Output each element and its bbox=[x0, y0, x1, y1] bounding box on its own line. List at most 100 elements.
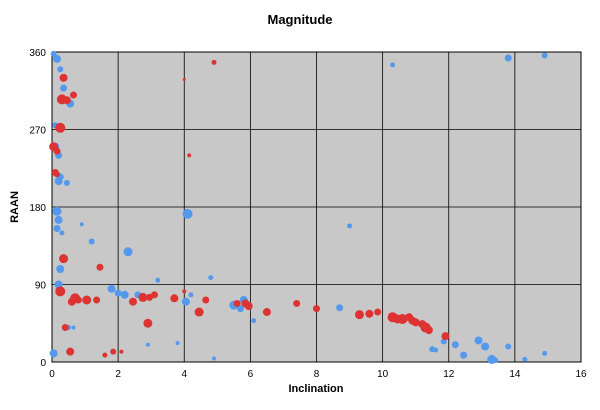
data-point-blue bbox=[56, 265, 65, 273]
data-point-blue bbox=[114, 289, 122, 297]
data-point-blue bbox=[390, 62, 396, 68]
data-point-blue bbox=[52, 54, 61, 63]
x-tick-label: 4 bbox=[181, 369, 187, 380]
data-point-blue bbox=[505, 343, 512, 350]
x-tick-label: 12 bbox=[443, 369, 455, 380]
data-point-red bbox=[53, 171, 60, 178]
data-point-blue bbox=[492, 357, 499, 364]
data-point-red bbox=[62, 96, 71, 105]
data-point-blue bbox=[433, 347, 439, 353]
data-point-red bbox=[129, 297, 138, 306]
data-point-blue bbox=[54, 177, 63, 186]
data-point-red bbox=[424, 326, 433, 335]
data-point-blue bbox=[542, 350, 548, 356]
data-point-blue bbox=[123, 247, 133, 257]
data-point-blue bbox=[188, 292, 194, 298]
data-point-red bbox=[55, 286, 66, 297]
data-point-red bbox=[74, 296, 82, 304]
x-tick-label: 6 bbox=[248, 369, 254, 380]
data-point-blue bbox=[347, 223, 353, 229]
data-point-blue bbox=[88, 238, 95, 245]
data-point-red bbox=[313, 305, 320, 313]
data-point-blue bbox=[71, 325, 76, 330]
data-point-red bbox=[93, 296, 101, 304]
x-tick-label: 14 bbox=[509, 369, 521, 380]
data-point-red bbox=[82, 295, 92, 305]
x-axis-label: Inclination bbox=[289, 383, 344, 395]
data-point-red bbox=[293, 299, 301, 307]
data-point-red bbox=[69, 91, 77, 99]
data-point-red bbox=[233, 299, 241, 307]
data-point-red bbox=[59, 73, 68, 82]
data-point-blue bbox=[57, 66, 64, 73]
data-point-red bbox=[397, 313, 408, 324]
data-point-blue bbox=[182, 208, 193, 219]
y-tick-label: 360 bbox=[29, 48, 46, 59]
data-point-blue bbox=[251, 318, 257, 324]
data-point-blue bbox=[52, 206, 62, 216]
data-point-red bbox=[53, 147, 61, 155]
data-point-blue bbox=[451, 341, 459, 349]
data-point-red bbox=[102, 352, 108, 358]
data-point-red bbox=[182, 78, 186, 82]
data-point-red bbox=[59, 254, 69, 264]
x-tick-label: 2 bbox=[115, 369, 121, 380]
data-point-blue bbox=[54, 215, 63, 224]
data-point-blue bbox=[181, 297, 190, 306]
data-points bbox=[49, 50, 548, 364]
x-tick-label: 16 bbox=[575, 369, 587, 380]
data-point-red bbox=[170, 294, 179, 303]
y-tick-label: 180 bbox=[29, 203, 46, 214]
grid-lines bbox=[51, 51, 582, 363]
data-point-blue bbox=[155, 277, 161, 283]
data-point-red bbox=[202, 296, 210, 304]
data-point-blue bbox=[107, 284, 116, 293]
data-point-red bbox=[354, 310, 364, 320]
data-point-red bbox=[143, 318, 153, 328]
x-tick-label: 0 bbox=[49, 369, 55, 380]
data-point-red bbox=[411, 318, 420, 327]
data-point-blue bbox=[208, 275, 214, 281]
data-point-red bbox=[211, 59, 217, 65]
x-tick-label: 10 bbox=[377, 369, 389, 380]
data-point-blue bbox=[236, 305, 244, 313]
y-tick-label: 90 bbox=[35, 281, 47, 292]
data-point-blue bbox=[63, 179, 70, 186]
data-point-red bbox=[365, 309, 374, 318]
x-tick-label: 8 bbox=[314, 369, 320, 380]
y-axis-label: RAAN bbox=[9, 191, 21, 223]
tick-labels: 0 2 4 6 8 10 12 14 16 0 90 180 270 360 bbox=[29, 48, 587, 380]
data-point-blue bbox=[541, 52, 548, 59]
data-point-blue bbox=[50, 50, 57, 57]
data-point-blue bbox=[522, 356, 528, 362]
data-point-blue bbox=[60, 84, 68, 92]
data-point-blue bbox=[145, 342, 150, 347]
data-point-blue bbox=[474, 336, 483, 345]
data-point-blue bbox=[336, 304, 344, 312]
data-point-red bbox=[441, 332, 450, 341]
data-point-blue bbox=[49, 349, 58, 358]
data-point-red bbox=[187, 153, 192, 158]
data-point-red bbox=[194, 307, 204, 317]
data-point-blue bbox=[79, 222, 84, 227]
data-point-red bbox=[119, 349, 124, 354]
data-point-red bbox=[110, 348, 117, 355]
data-point-red bbox=[55, 122, 66, 133]
y-tick-label: 0 bbox=[40, 358, 46, 369]
data-point-blue bbox=[212, 356, 217, 361]
data-point-blue bbox=[120, 290, 129, 299]
chart-title: Magnitude bbox=[268, 12, 333, 27]
data-point-red bbox=[96, 263, 104, 271]
data-point-red bbox=[182, 289, 187, 294]
data-point-blue bbox=[504, 54, 512, 62]
data-point-red bbox=[244, 302, 253, 311]
data-point-blue bbox=[53, 225, 61, 233]
data-point-red bbox=[61, 324, 69, 332]
y-tick-label: 270 bbox=[29, 126, 46, 137]
data-point-red bbox=[150, 291, 158, 299]
data-point-red bbox=[262, 308, 271, 317]
data-point-blue bbox=[175, 341, 180, 346]
data-point-red bbox=[374, 308, 382, 316]
data-point-blue bbox=[481, 342, 490, 351]
